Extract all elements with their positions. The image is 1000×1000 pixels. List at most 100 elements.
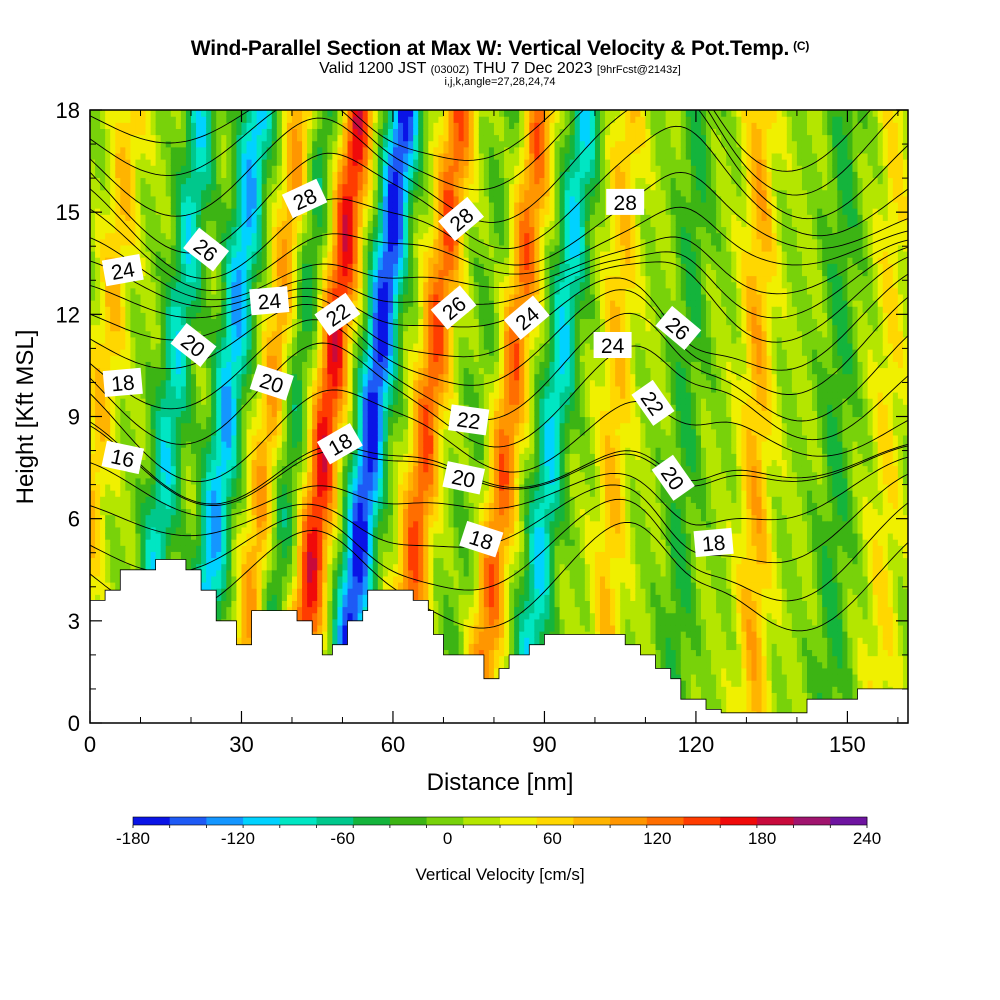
w-cell (171, 147, 177, 154)
w-cell (302, 349, 308, 356)
w-cell (307, 374, 313, 381)
w-cell (161, 355, 167, 362)
w-cell (95, 184, 101, 191)
w-cell (171, 214, 177, 221)
w-cell (307, 521, 313, 528)
w-cell (146, 153, 152, 160)
w-cell (302, 226, 308, 233)
w-cell (156, 515, 162, 522)
w-cell (110, 423, 116, 430)
w-cell (196, 171, 202, 178)
w-cell (201, 128, 207, 135)
w-cell (140, 404, 146, 411)
w-cell (120, 545, 126, 552)
w-cell (322, 135, 328, 142)
w-cell (332, 410, 338, 417)
w-cell (287, 141, 293, 148)
w-cell (236, 484, 242, 491)
w-cell (332, 184, 338, 191)
w-cell (302, 257, 308, 264)
w-cell (292, 557, 298, 564)
w-cell (115, 318, 121, 325)
w-cell (252, 220, 258, 227)
w-cell (236, 557, 242, 564)
w-cell (130, 539, 136, 546)
w-cell (125, 135, 131, 142)
w-cell (297, 490, 303, 497)
w-cell (257, 453, 263, 460)
w-cell (206, 220, 212, 227)
w-cell (262, 177, 268, 184)
w-cell (221, 177, 227, 184)
w-cell (171, 435, 177, 442)
w-cell (201, 177, 207, 184)
w-cell (140, 147, 146, 154)
w-cell (277, 429, 283, 436)
w-cell (156, 484, 162, 491)
w-cell (312, 331, 318, 338)
w-cell (262, 429, 268, 436)
w-cell (297, 226, 303, 233)
w-cell (211, 521, 217, 528)
w-cell (216, 355, 222, 362)
w-cell (262, 564, 268, 571)
w-cell (292, 263, 298, 270)
w-cell (120, 245, 126, 252)
w-cell (247, 576, 253, 583)
w-cell (115, 214, 121, 221)
w-cell (206, 398, 212, 405)
w-cell (115, 502, 121, 509)
w-cell (257, 239, 263, 246)
w-cell (181, 410, 187, 417)
w-cell (317, 576, 323, 583)
w-cell (211, 220, 217, 227)
w-cell (252, 135, 258, 142)
w-cell (292, 306, 298, 313)
w-cell (231, 325, 237, 332)
w-cell (196, 380, 202, 387)
w-cell (267, 251, 273, 258)
w-cell (166, 398, 172, 405)
w-cell (292, 570, 298, 577)
w-cell (125, 337, 131, 344)
w-cell (241, 429, 247, 436)
w-cell (337, 545, 343, 552)
w-cell (236, 625, 242, 632)
w-cell (317, 570, 323, 577)
w-cell (95, 521, 101, 528)
w-cell (297, 564, 303, 571)
w-cell (307, 257, 313, 264)
w-cell (312, 239, 318, 246)
w-cell (161, 226, 167, 233)
w-cell (312, 361, 318, 368)
w-cell (327, 576, 333, 583)
w-cell (236, 202, 242, 209)
w-cell (292, 398, 298, 405)
w-cell (292, 312, 298, 319)
w-cell (247, 196, 253, 203)
w-cell (302, 300, 308, 307)
w-cell (166, 515, 172, 522)
w-cell (322, 410, 328, 417)
w-cell (216, 374, 222, 381)
w-cell (277, 153, 283, 160)
w-cell (312, 306, 318, 313)
w-cell (196, 429, 202, 436)
w-cell (216, 141, 222, 148)
w-cell (166, 417, 172, 424)
w-cell (302, 367, 308, 374)
w-cell (95, 386, 101, 393)
w-cell (171, 135, 177, 142)
w-cell (146, 551, 152, 558)
w-cell (176, 239, 182, 246)
w-cell (327, 472, 333, 479)
w-cell (302, 306, 308, 313)
w-cell (191, 128, 197, 135)
w-cell (302, 557, 308, 564)
w-cell (171, 478, 177, 485)
w-cell (257, 472, 263, 479)
w-cell (161, 306, 167, 313)
w-cell (332, 171, 338, 178)
w-cell (262, 233, 268, 240)
w-cell (322, 380, 328, 387)
